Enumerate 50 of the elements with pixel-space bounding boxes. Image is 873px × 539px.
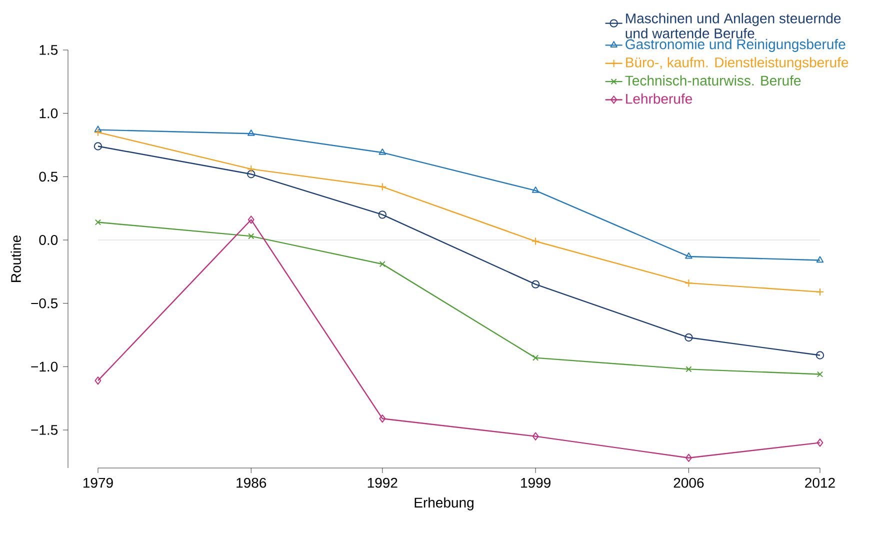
y-tick-label: 0.0 [39, 235, 58, 245]
x-tick-label: 1986 [236, 478, 266, 488]
y-tick-label: 0.5 [39, 172, 58, 182]
point [94, 126, 102, 132]
point [378, 182, 387, 191]
point [684, 278, 693, 288]
point [816, 256, 824, 263]
point [816, 371, 824, 378]
point [816, 351, 824, 360]
y-tick-label: −1.0 [31, 362, 58, 372]
y-tick-label: −0.5 [31, 298, 58, 308]
point [686, 454, 692, 462]
point [685, 252, 692, 259]
legend-label: Büro-, kaufm. Dienstleistungsberufe [626, 57, 848, 70]
y-axis-title: Routine [10, 235, 21, 282]
legend-label: Technisch-naturwiss. Berufe [625, 75, 801, 86]
point [684, 333, 693, 342]
point [816, 438, 824, 447]
x-tick-label: 1979 [83, 478, 113, 488]
y-tick-label: 1.0 [40, 108, 58, 118]
point [378, 148, 386, 155]
x-tick-label: 2012 [805, 478, 835, 488]
point [94, 219, 102, 226]
point [379, 414, 386, 423]
point [378, 210, 387, 219]
x-tick-label: 1999 [521, 478, 550, 488]
legend-label: Maschinen und Anlagen steuernde und wartende Berufe [626, 13, 841, 38]
point [248, 129, 255, 136]
x-axis-title: Erhebung [414, 497, 474, 510]
point [247, 170, 256, 178]
point [816, 288, 824, 296]
x-tick-label: 1992 [368, 478, 398, 488]
point [94, 376, 102, 385]
legend-label: Lehrberufe [626, 93, 692, 104]
point [531, 237, 540, 246]
x-tick-label: 2006 [674, 478, 704, 488]
point [532, 432, 539, 440]
point [532, 354, 539, 361]
point [94, 142, 102, 150]
point [248, 233, 254, 240]
point [379, 261, 386, 268]
point [686, 366, 692, 372]
point [94, 128, 102, 136]
point [532, 186, 540, 193]
point [531, 280, 540, 288]
y-tick-label: 1.5 [40, 45, 58, 55]
y-tick-label: −1.5 [31, 425, 58, 435]
point [247, 164, 256, 174]
legend-label: Gastronomie und Reinigungsberufe [626, 38, 846, 52]
point [248, 216, 254, 224]
